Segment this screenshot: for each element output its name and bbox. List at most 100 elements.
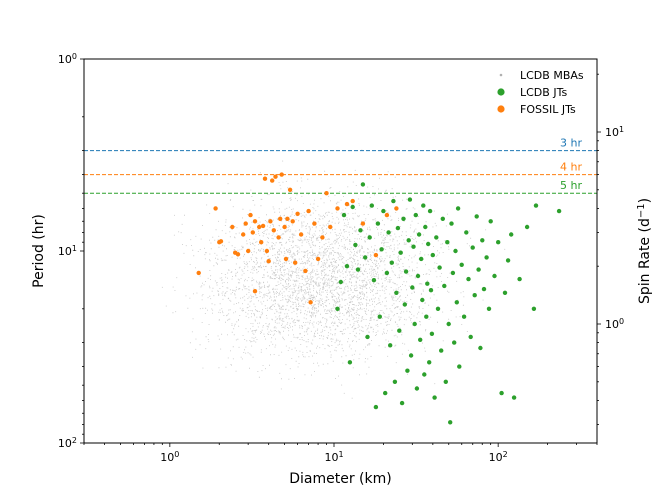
lcdb-jts-point: [379, 247, 384, 252]
lcdb-jts-point: [373, 404, 379, 410]
fossil-jts-point: [271, 228, 276, 233]
lcdb-jts-point: [350, 204, 355, 210]
fossil-jts-point: [246, 248, 251, 254]
hline-label-1: 3 hr: [560, 137, 582, 150]
lcdb-jts-point: [375, 221, 381, 226]
fossil-jts-point: [262, 176, 268, 181]
jt-points: [196, 172, 562, 425]
lcdb-jts-point: [426, 241, 431, 247]
lcdb-jts-point: [389, 260, 394, 265]
fossil-jts-point: [320, 235, 325, 240]
y2-axis-label: Spin Rate (d−1): [636, 198, 654, 304]
hline-label-2: 4 hr: [560, 161, 582, 174]
y2-label-main: Spin Rate (d: [637, 218, 653, 304]
y-axis-label: Period (hr): [31, 214, 47, 288]
lcdb-jts-point: [502, 290, 508, 295]
fossil-jts-point: [308, 300, 313, 305]
fossil-jts-point: [324, 191, 329, 196]
lcdb-jts-point: [481, 286, 487, 292]
lcdb-jts-point: [423, 224, 428, 230]
lcdb-jts-point: [398, 250, 403, 255]
lcdb-jts-point: [443, 379, 448, 384]
fossil-jts-point: [335, 206, 340, 211]
lcdb-jts-point: [511, 395, 517, 400]
lcdb-jts-point: [365, 334, 370, 340]
fossil-jts-point: [303, 268, 308, 274]
lcdb-jts-point: [445, 240, 450, 245]
y2-label-sup: −1: [636, 203, 647, 218]
legend: LCDB MBAs LCDB JTs FOSSIL JTs: [497, 69, 584, 116]
lcdb-jts-point: [474, 214, 479, 219]
fossil-jts-point: [312, 221, 317, 226]
lcdb-jts-point: [486, 306, 492, 311]
lcdb-jts-point: [449, 221, 454, 226]
lcdb-jts-point: [411, 244, 416, 249]
fossil-jts-point: [315, 256, 321, 262]
lcdb-jts-point: [413, 212, 418, 218]
lcdb-jts-point: [454, 300, 459, 305]
fossil-jts-point: [350, 198, 355, 204]
lcdb-jts-point: [381, 208, 386, 214]
y-tick-label-0: 100: [58, 52, 77, 67]
lcdb-jts-point: [437, 265, 442, 270]
lcdb-jts-point: [427, 360, 432, 365]
lcdb-jts-point: [505, 258, 511, 263]
fossil-jts-point: [384, 212, 390, 218]
fossil-jts-point: [298, 232, 304, 237]
fossil-jts-point: [273, 174, 278, 179]
lcdb-jts-point: [338, 279, 343, 285]
fossil-jts-point: [252, 289, 258, 294]
lcdb-jts-point: [408, 353, 414, 358]
lcdb-jts-point: [403, 269, 409, 274]
lcdb-jts-point: [446, 321, 451, 327]
lcdb-jts-point: [499, 390, 504, 396]
fossil-jts-point: [243, 221, 248, 226]
lcdb-jts-point: [427, 208, 433, 214]
lcdb-jts-point: [453, 248, 458, 254]
lcdb-jts-point: [371, 278, 377, 283]
lcdb-jts-point: [391, 198, 396, 204]
lcdb-jts-point: [416, 232, 422, 237]
lcdb-jts-point: [394, 290, 399, 295]
lcdb-jts-point: [347, 360, 353, 365]
lcdb-jts-point: [358, 228, 363, 233]
fossil-jts-point: [360, 221, 366, 226]
lcdb-jts-point: [488, 219, 493, 224]
lcdb-jts-point: [556, 208, 562, 214]
lcdb-jts-point: [478, 345, 483, 351]
lcdb-jts-point: [429, 331, 435, 336]
lcdb-jts-point: [395, 225, 401, 231]
fossil-jts-point: [260, 223, 266, 229]
fossil-jts-point: [290, 219, 295, 224]
lcdb-jts-point: [448, 420, 453, 425]
axis-ticks: 100 101 102 100 101 102 101 100: [58, 52, 624, 465]
lcdb-jts-point: [422, 372, 427, 377]
hline-label-3: 5 hr: [560, 179, 582, 192]
fossil-jts-point: [230, 224, 235, 230]
lcdb-jts-point: [407, 197, 413, 202]
y-tick-label-1: 101: [58, 244, 77, 259]
fossil-jts-point: [373, 252, 379, 258]
legend-marker-fossil-jts: [497, 105, 505, 113]
lcdb-jts-point: [439, 348, 444, 353]
lcdb-jts-point: [360, 182, 366, 187]
lcdb-jts-point: [377, 314, 382, 319]
fossil-jts-point: [295, 211, 300, 216]
lcdb-jts-point: [531, 306, 537, 311]
lcdb-jts-point: [418, 337, 423, 342]
lcdb-jts-point: [412, 321, 417, 327]
lcdb-jts-point: [399, 400, 405, 406]
lcdb-jts-point: [392, 379, 398, 384]
lcdb-jts-point: [355, 267, 361, 272]
lcdb-jts-point: [383, 390, 388, 396]
lcdb-jts-point: [415, 273, 421, 279]
plot-frame: [83, 58, 598, 444]
fossil-jts-point: [285, 216, 290, 221]
lcdb-jts-point: [424, 314, 429, 319]
legend-marker-lcdb-jts: [497, 88, 505, 96]
lcdb-jts-point: [353, 242, 358, 248]
y2-label-close: ): [637, 198, 653, 203]
x-tick-label-2: 102: [489, 450, 508, 465]
lcdb-jts-point: [480, 238, 485, 243]
lcdb-jts-point: [459, 262, 464, 267]
